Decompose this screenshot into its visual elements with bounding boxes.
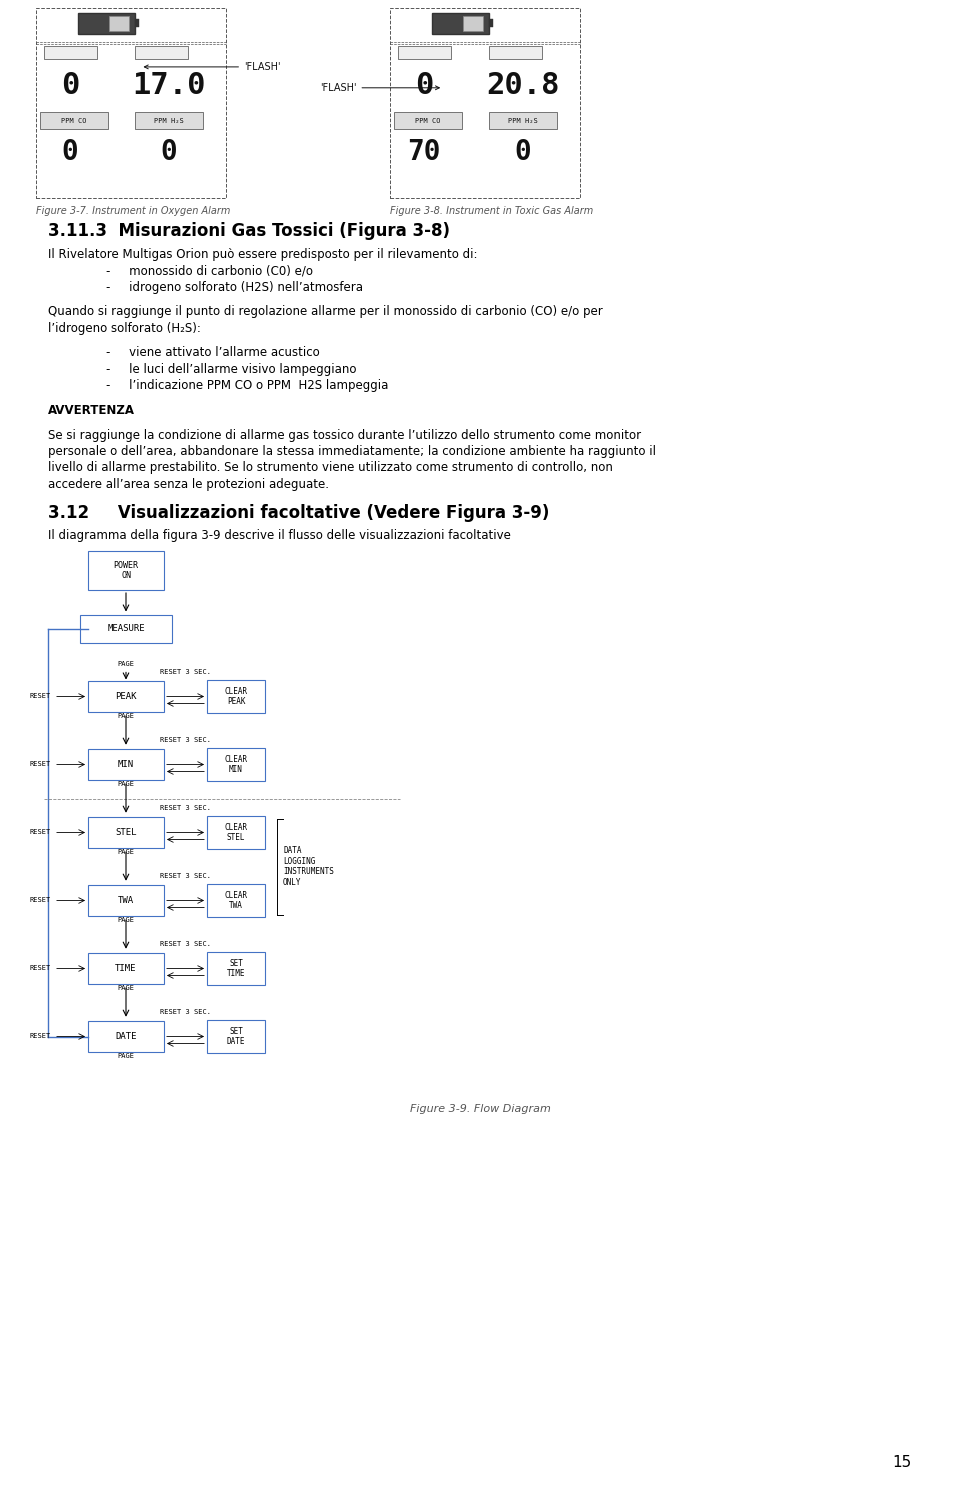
Text: RESET 3 SEC.: RESET 3 SEC.	[160, 1009, 211, 1015]
Bar	[390, 7, 580, 198]
Bar	[78, 13, 134, 34]
Text: AVVERTENZA: AVVERTENZA	[48, 405, 135, 417]
Text: -     le luci dell’allarme visivo lampeggiano: - le luci dell’allarme visivo lampeggian…	[106, 363, 356, 376]
Text: Quando si raggiunge il punto di regolazione allarme per il monossido di carbonio: Quando si raggiunge il punto di regolazi…	[48, 305, 603, 318]
Text: PPM H₂S: PPM H₂S	[155, 118, 184, 124]
Bar	[88, 817, 164, 848]
Text: RESET: RESET	[30, 897, 51, 903]
Bar	[207, 884, 265, 917]
Text: Figure 3-8. Instrument in Toxic Gas Alarm: Figure 3-8. Instrument in Toxic Gas Alar…	[390, 205, 593, 216]
Text: l’idrogeno solforato (H₂S):: l’idrogeno solforato (H₂S):	[48, 321, 201, 335]
Bar	[134, 19, 139, 27]
Bar	[489, 46, 542, 60]
Text: 0: 0	[415, 71, 433, 100]
Text: 0: 0	[61, 138, 79, 167]
Bar	[39, 112, 108, 129]
Text: 3.11.3  Misurazioni Gas Tossici (Figura 3-8): 3.11.3 Misurazioni Gas Tossici (Figura 3…	[48, 222, 450, 240]
Bar	[134, 46, 188, 60]
Text: MIN: MIN	[118, 760, 134, 769]
Text: RESET 3 SEC.: RESET 3 SEC.	[160, 805, 211, 811]
Bar	[397, 46, 451, 60]
Text: RESET 3 SEC.: RESET 3 SEC.	[160, 942, 211, 948]
Bar	[207, 817, 265, 848]
Text: PPM CO: PPM CO	[61, 118, 86, 124]
Text: STEL: STEL	[115, 827, 136, 836]
Bar	[88, 885, 164, 917]
Bar	[88, 1021, 164, 1052]
Text: 0: 0	[61, 71, 80, 100]
Text: RESET: RESET	[30, 762, 51, 768]
Bar	[134, 112, 204, 129]
Text: PAGE: PAGE	[117, 781, 134, 787]
Text: Il diagramma della figura 3-9 descrive il flusso delle visualizzazioni facoltati: Il diagramma della figura 3-9 descrive i…	[48, 528, 511, 542]
Text: CLEAR
PEAK: CLEAR PEAK	[225, 687, 248, 707]
Bar	[36, 7, 226, 198]
Text: 20.8: 20.8	[487, 71, 560, 100]
Text: PAGE: PAGE	[117, 713, 134, 719]
Text: -     idrogeno solforato (H2S) nell’atmosfera: - idrogeno solforato (H2S) nell’atmosfer…	[106, 281, 363, 295]
Bar	[88, 748, 164, 780]
Text: SET
TIME: SET TIME	[227, 958, 245, 978]
Text: RESET 3 SEC.: RESET 3 SEC.	[160, 670, 211, 676]
Text: Il Rivelatore Multigas Orion può essere predisposto per il rilevamento di:: Il Rivelatore Multigas Orion può essere …	[48, 248, 477, 260]
Text: Figure 3-9. Flow Diagram: Figure 3-9. Flow Diagram	[410, 1104, 550, 1115]
Text: SET
DATE: SET DATE	[227, 1027, 245, 1046]
Bar	[207, 748, 265, 781]
Text: PAGE: PAGE	[117, 850, 134, 856]
Text: PPM CO: PPM CO	[416, 118, 441, 124]
Text: RESET 3 SEC.: RESET 3 SEC.	[160, 873, 211, 879]
Bar	[463, 16, 483, 31]
Text: DATA
LOGGING
INSTRUMENTS
ONLY: DATA LOGGING INSTRUMENTS ONLY	[283, 847, 334, 887]
Text: MEASURE: MEASURE	[108, 623, 145, 632]
Text: PAGE: PAGE	[117, 917, 134, 923]
Text: POWER
ON: POWER ON	[113, 561, 138, 580]
Text: 'FLASH': 'FLASH'	[144, 62, 280, 71]
Bar	[207, 952, 265, 985]
Text: RESET: RESET	[30, 966, 51, 972]
Text: PPM H₂S: PPM H₂S	[508, 118, 538, 124]
Text: 'FLASH': 'FLASH'	[320, 83, 440, 92]
Text: 70: 70	[407, 138, 441, 167]
Text: CLEAR
TWA: CLEAR TWA	[225, 891, 248, 911]
Bar	[207, 1021, 265, 1052]
Bar	[489, 19, 493, 27]
Text: Figure 3-7. Instrument in Oxygen Alarm: Figure 3-7. Instrument in Oxygen Alarm	[36, 205, 230, 216]
Bar	[394, 112, 462, 129]
Text: PAGE: PAGE	[117, 1054, 134, 1059]
Text: RESET: RESET	[30, 1034, 51, 1040]
Bar	[80, 615, 172, 643]
Text: PAGE: PAGE	[117, 985, 134, 991]
Bar	[489, 112, 557, 129]
Text: TWA: TWA	[118, 896, 134, 905]
Text: PAGE: PAGE	[117, 661, 134, 667]
Text: CLEAR
MIN: CLEAR MIN	[225, 754, 248, 774]
Bar	[88, 954, 164, 984]
Text: -     l’indicazione PPM CO o PPM  H2S lampeggia: - l’indicazione PPM CO o PPM H2S lampegg…	[106, 379, 388, 393]
Text: CLEAR
STEL: CLEAR STEL	[225, 823, 248, 842]
Text: PEAK: PEAK	[115, 692, 136, 701]
Text: -     viene attivato l’allarme acustico: - viene attivato l’allarme acustico	[106, 347, 320, 360]
Text: livello di allarme prestabilito. Se lo strumento viene utilizzato come strumento: livello di allarme prestabilito. Se lo s…	[48, 461, 612, 475]
Text: -     monossido di carbonio (C0) e/o: - monossido di carbonio (C0) e/o	[106, 265, 313, 277]
Bar	[88, 682, 164, 711]
Bar	[207, 680, 265, 713]
Text: TIME: TIME	[115, 964, 136, 973]
Bar	[109, 16, 129, 31]
Bar	[88, 551, 164, 591]
Text: accedere all’area senza le protezioni adeguate.: accedere all’area senza le protezioni ad…	[48, 478, 329, 491]
Text: personale o dell’area, abbandonare la stessa immediatamente; la condizione ambie: personale o dell’area, abbandonare la st…	[48, 445, 656, 458]
Text: RESET 3 SEC.: RESET 3 SEC.	[160, 738, 211, 744]
Text: Se si raggiunge la condizione di allarme gas tossico durante l’utilizzo dello st: Se si raggiunge la condizione di allarme…	[48, 429, 641, 442]
Text: DATE: DATE	[115, 1033, 136, 1042]
Text: 3.12     Visualizzazioni facoltative (Vedere Figura 3-9): 3.12 Visualizzazioni facoltative (Vedere…	[48, 504, 549, 522]
Text: 0: 0	[160, 138, 178, 167]
Text: 15: 15	[893, 1455, 912, 1470]
Bar	[432, 13, 489, 34]
Text: RESET: RESET	[30, 829, 51, 835]
Text: RESET: RESET	[30, 693, 51, 699]
Text: 0: 0	[515, 138, 532, 167]
Text: 17.0: 17.0	[132, 71, 205, 100]
Bar	[43, 46, 97, 60]
